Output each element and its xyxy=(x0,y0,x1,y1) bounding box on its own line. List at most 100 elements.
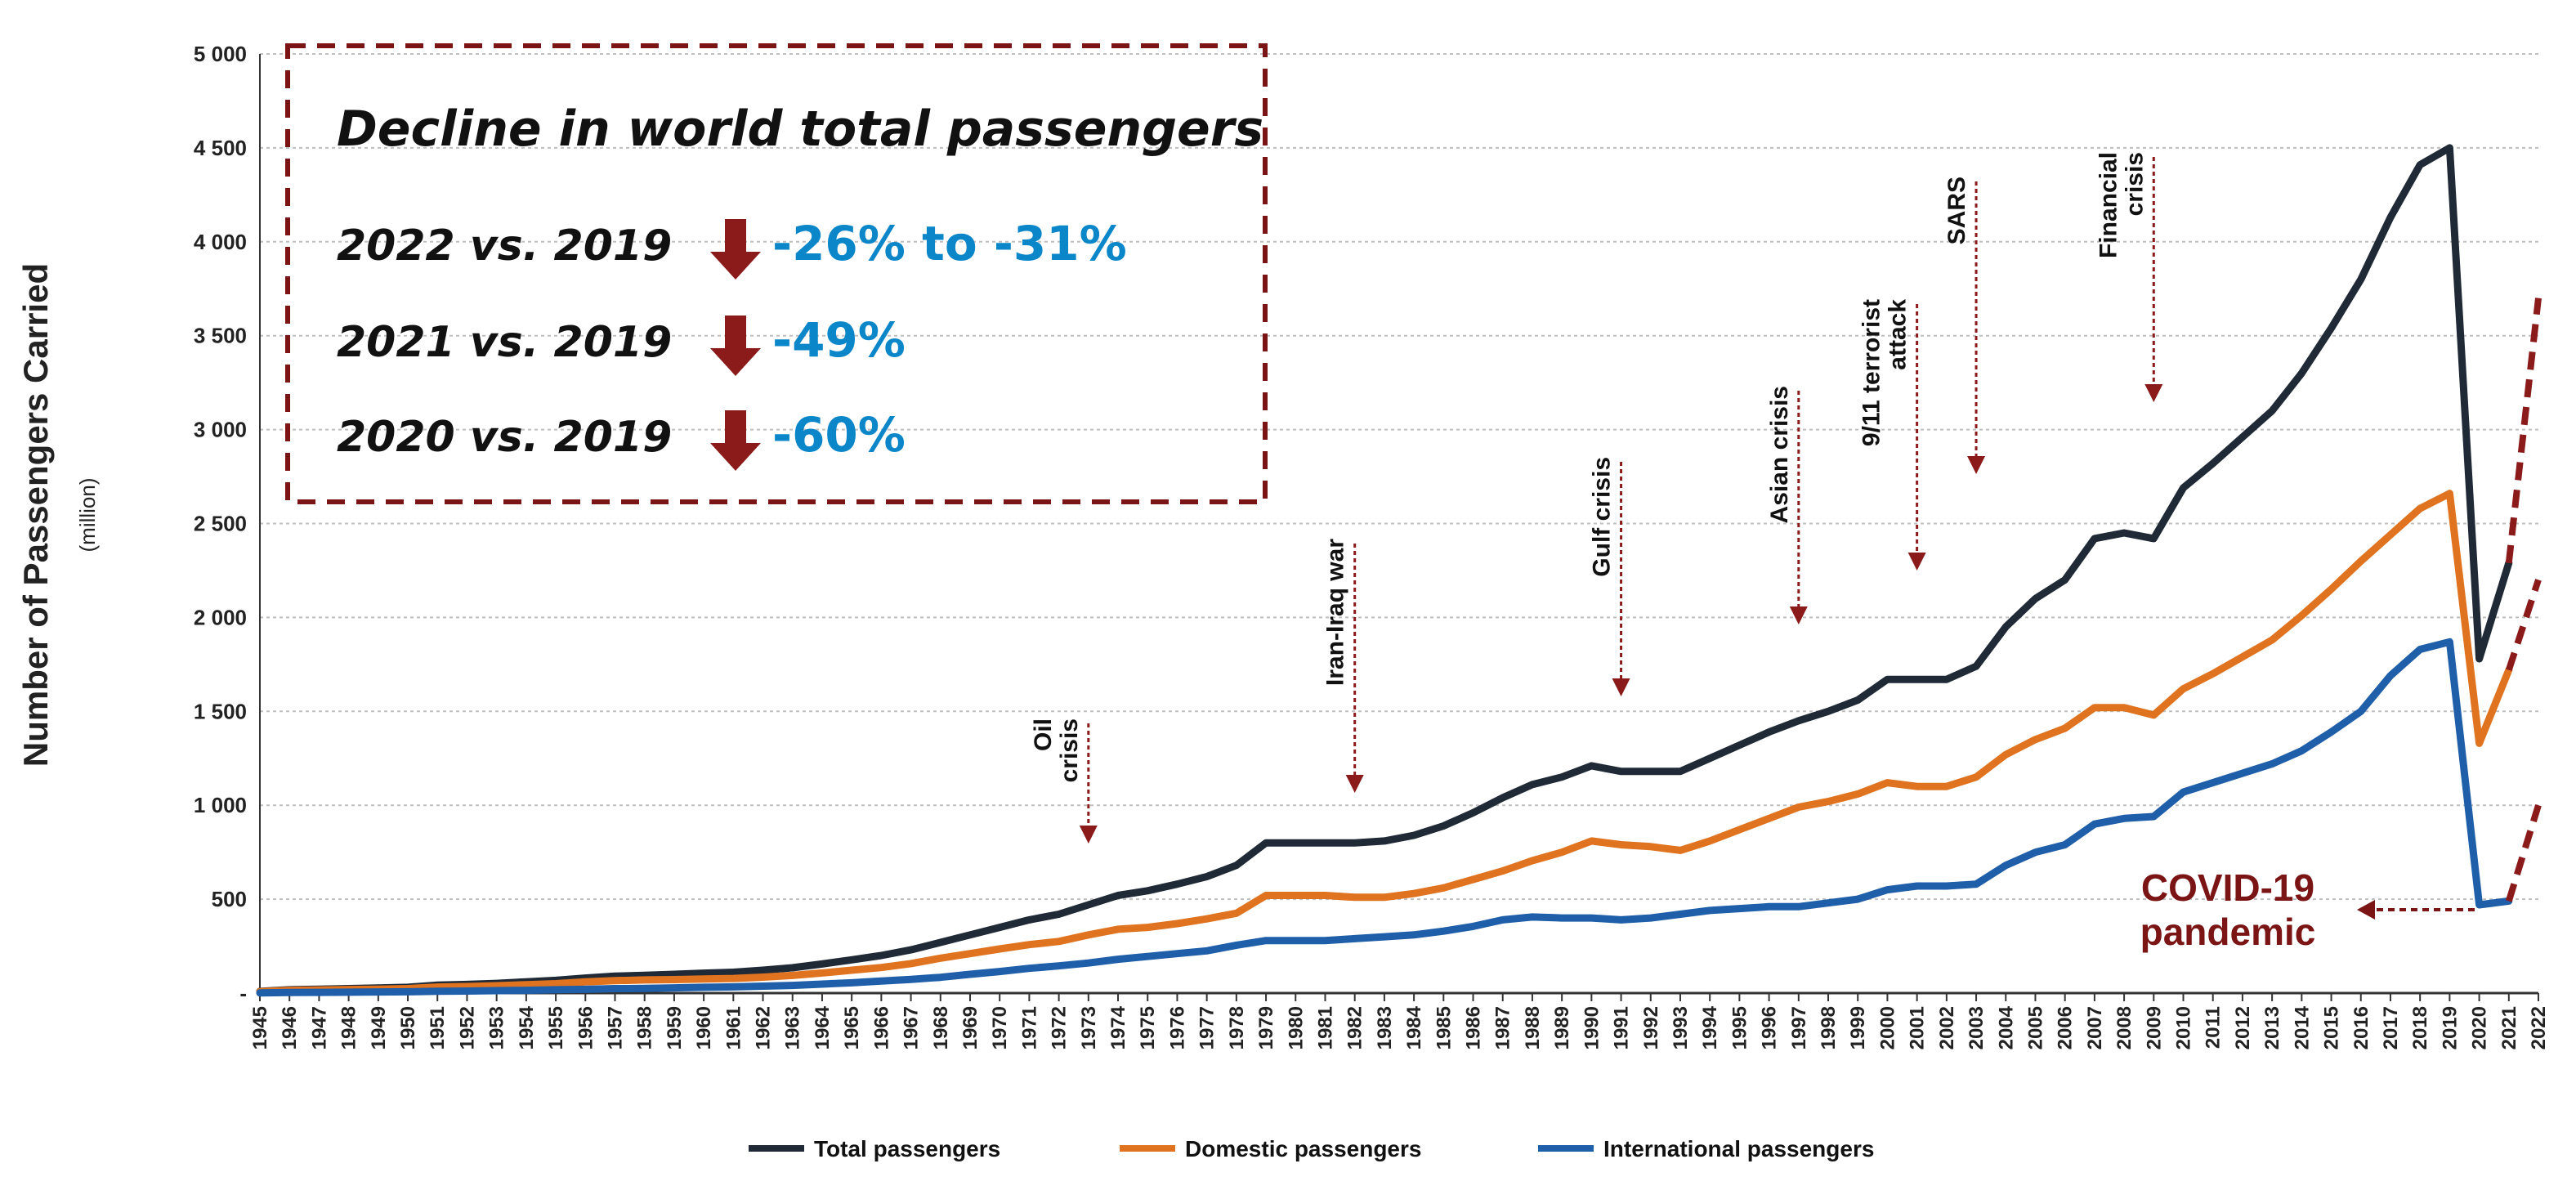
x-tick-label: 1995 xyxy=(1729,1006,1751,1049)
x-tick-label: 1988 xyxy=(1522,1006,1544,1049)
x-tick-label: 1955 xyxy=(545,1006,567,1049)
projection-line xyxy=(2505,298,2542,564)
crisis-arrowhead xyxy=(1079,826,1098,844)
x-tick-label: 2015 xyxy=(2321,1006,2343,1049)
series-line xyxy=(256,490,2513,996)
x-tick-label: 1980 xyxy=(1285,1006,1307,1049)
x-tick-label: 1951 xyxy=(427,1006,449,1049)
x-tick-label: 1950 xyxy=(397,1006,419,1049)
x-tick-label: 1952 xyxy=(456,1006,478,1049)
x-tick-label: 1972 xyxy=(1049,1006,1071,1049)
x-tick-label: 1986 xyxy=(1463,1006,1485,1049)
y-tick-label: 1 500 xyxy=(194,699,247,723)
projection-line xyxy=(2505,579,2542,671)
down-arrow-icon xyxy=(710,410,761,471)
down-arrow-icon xyxy=(710,316,761,376)
x-tick-label: 2008 xyxy=(2113,1006,2135,1049)
x-tick-label: 1953 xyxy=(486,1006,508,1049)
x-tick-label: 1947 xyxy=(308,1006,330,1049)
x-tick-label: 1968 xyxy=(930,1006,952,1049)
x-tick-label: 1969 xyxy=(959,1006,982,1049)
x-tick-label: 2006 xyxy=(2055,1006,2077,1049)
crisis-label: Financial xyxy=(2095,152,2122,258)
y-tick-label: 5 000 xyxy=(194,42,247,66)
legend-label-total: Total passengers xyxy=(814,1136,1000,1161)
crisis-arrowhead xyxy=(1907,553,1926,571)
crisis-label: crisis xyxy=(1056,718,1083,782)
x-tick-label: 1978 xyxy=(1226,1006,1248,1049)
x-tick-label: 1991 xyxy=(1611,1006,1633,1049)
down-arrow-icon xyxy=(710,219,761,280)
x-tick-label: 1983 xyxy=(1374,1006,1396,1049)
x-tick-label: 1945 xyxy=(249,1006,271,1049)
y-axis-unit: (million) xyxy=(75,478,100,553)
x-tick-label: 1997 xyxy=(1788,1006,1810,1049)
crisis-label: crisis xyxy=(2121,152,2148,216)
x-tick-label: 1958 xyxy=(634,1006,656,1049)
x-tick-label: 1993 xyxy=(1670,1006,1692,1049)
x-tick-label: 1946 xyxy=(279,1006,301,1049)
x-tick-label: 1977 xyxy=(1196,1006,1219,1049)
projection-line xyxy=(2505,804,2542,902)
y-tick-label: 500 xyxy=(212,887,247,911)
x-tick-label: 1962 xyxy=(753,1006,775,1049)
x-tick-label: 1959 xyxy=(664,1006,686,1049)
x-tick-label: 1976 xyxy=(1166,1006,1188,1049)
x-tick-label: 1975 xyxy=(1137,1006,1159,1049)
legend-label-international: International passengers xyxy=(1603,1136,1874,1161)
x-tick-label: 2021 xyxy=(2498,1006,2520,1049)
x-tick-label: 2003 xyxy=(1966,1006,1988,1049)
series-lines xyxy=(256,144,2542,997)
covid-pointer-arrowhead xyxy=(2357,900,2375,920)
y-tick-label: 2 500 xyxy=(194,512,247,536)
y-tick-label: - xyxy=(239,981,247,1005)
crisis-arrowhead xyxy=(1612,678,1630,696)
x-tick-label: 1974 xyxy=(1107,1005,1129,1049)
x-tick-label: 1998 xyxy=(1818,1006,1840,1049)
legend: Total passengers Domestic passengers Int… xyxy=(749,1136,1874,1161)
decline-box-border xyxy=(285,43,1268,504)
x-tick-label: 1964 xyxy=(812,1005,834,1049)
x-tick-label: 2018 xyxy=(2409,1006,2431,1049)
y-tick-label: 4 000 xyxy=(194,230,247,254)
crisis-label: SARS xyxy=(1943,177,1970,244)
y-tick-label: 3 000 xyxy=(194,418,247,442)
gridlines xyxy=(260,53,2538,901)
crisis-arrowhead xyxy=(1967,456,1986,474)
x-tick-label: 1960 xyxy=(693,1006,715,1049)
y-tick-label: 2 000 xyxy=(194,605,247,629)
x-tick-label: 1973 xyxy=(1078,1006,1100,1049)
x-tick-label: 2016 xyxy=(2350,1006,2373,1049)
crisis-label: Asian crisis xyxy=(1766,386,1793,523)
decline-box: Decline in world total passengers 2022 v… xyxy=(285,43,1268,504)
decline-row-label: 2021 vs. 2019 xyxy=(337,318,672,367)
x-tick-label: 1982 xyxy=(1344,1006,1366,1049)
x-axis: 1945 1946 1947 1948 1949 1950 1951 1952 1953 1954… xyxy=(249,991,2550,1049)
decline-box-title: Decline in world total passengers xyxy=(337,101,1263,158)
x-tick-label: 1961 xyxy=(722,1006,745,1049)
x-tick-label: 2001 xyxy=(1907,1006,1929,1049)
x-tick-label: 1956 xyxy=(575,1006,597,1049)
crisis-label: Oil xyxy=(1030,718,1057,751)
x-tick-label: 1989 xyxy=(1551,1006,1573,1049)
x-tick-label: 2013 xyxy=(2261,1006,2283,1049)
covid-annotation: COVID-19 pandemic xyxy=(2140,866,2475,953)
decline-row-value: -26% to -31% xyxy=(772,216,1127,271)
x-tick-label: 2012 xyxy=(2232,1006,2254,1049)
y-tick-label: 4 500 xyxy=(194,136,247,160)
series-line xyxy=(256,144,2513,996)
legend-label-domestic: Domestic passengers xyxy=(1185,1136,1421,1161)
x-tick-label: 1985 xyxy=(1433,1006,1455,1049)
x-tick-label: 1965 xyxy=(841,1006,863,1049)
x-tick-label: 1992 xyxy=(1640,1006,1662,1049)
x-tick-label: 1990 xyxy=(1581,1006,1603,1049)
decline-row-value: -60% xyxy=(772,407,906,463)
series-line xyxy=(256,638,2513,997)
x-tick-label: 1948 xyxy=(338,1006,360,1049)
crisis-arrowhead xyxy=(2144,384,2163,402)
decline-row-label: 2022 vs. 2019 xyxy=(337,222,672,271)
x-tick-label: 2004 xyxy=(1995,1005,2017,1049)
crisis-label: Gulf crisis xyxy=(1589,457,1616,577)
x-tick-label: 2020 xyxy=(2469,1006,2491,1049)
x-tick-label: 1966 xyxy=(870,1006,892,1049)
